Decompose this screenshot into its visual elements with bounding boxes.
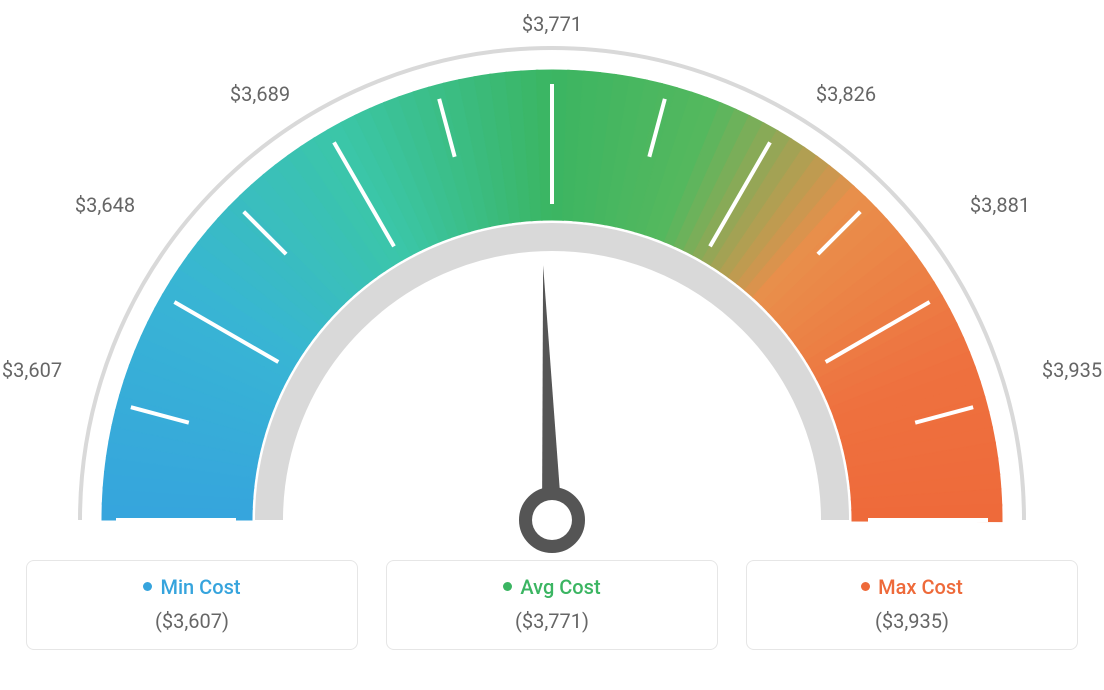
tick-label: $3,826 <box>816 82 876 106</box>
tick-label: $3,689 <box>230 82 290 106</box>
min-cost-title: Min Cost <box>27 575 357 599</box>
tick-label: $3,648 <box>75 193 135 217</box>
max-dot-icon <box>861 582 870 591</box>
tick-label: $3,771 <box>522 12 582 36</box>
avg-cost-title: Avg Cost <box>387 575 717 599</box>
max-cost-title: Max Cost <box>747 575 1077 599</box>
legend: Min Cost ($3,607) Avg Cost ($3,771) Max … <box>0 560 1104 650</box>
min-value: ($3,607) <box>27 609 357 633</box>
gauge-svg <box>0 0 1104 560</box>
max-value: ($3,935) <box>747 609 1077 633</box>
gauge: $3,607 $3,648 $3,689 $3,771 $3,826 $3,881 $3,9… <box>0 0 1104 560</box>
avg-dot-icon <box>503 582 512 591</box>
avg-value: ($3,771) <box>387 609 717 633</box>
tick-label: $3,881 <box>970 193 1030 217</box>
avg-cost-card: Avg Cost ($3,771) <box>386 560 718 650</box>
min-cost-card: Min Cost ($3,607) <box>26 560 358 650</box>
tick-label: $3,607 <box>2 358 62 382</box>
max-cost-card: Max Cost ($3,935) <box>746 560 1078 650</box>
chart-container: $3,607 $3,648 $3,689 $3,771 $3,826 $3,881 $3,9… <box>0 0 1104 690</box>
avg-label: Avg Cost <box>520 575 600 599</box>
max-label: Max Cost <box>878 575 963 599</box>
tick-label: $3,935 <box>1042 358 1102 382</box>
min-label: Min Cost <box>160 575 240 599</box>
min-dot-icon <box>143 582 152 591</box>
